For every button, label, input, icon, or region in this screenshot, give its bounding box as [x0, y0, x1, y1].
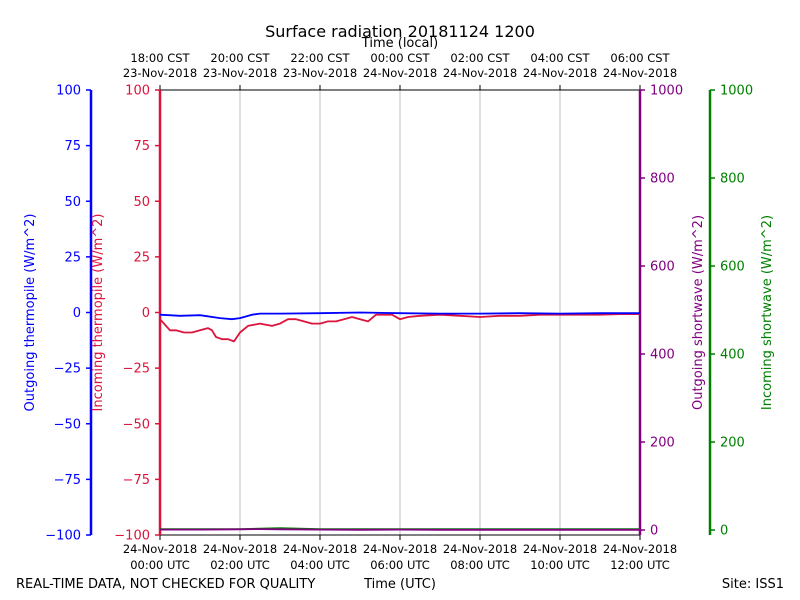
x-tick-label-utc-date: 24-Nov-2018: [203, 542, 277, 556]
outgoing-thermopile-tick-label: −50: [54, 417, 81, 432]
incoming-shortwave-axis-label: Incoming shortwave (W/m^2): [760, 215, 775, 410]
x-tick-label-local-time: 00:00 CST: [370, 51, 430, 65]
x-tick-label-utc-date: 24-Nov-2018: [283, 542, 357, 556]
incoming-thermopile-tick-label: 75: [133, 139, 150, 154]
outgoing-shortwave-tick-label: 600: [650, 260, 675, 275]
incoming-thermopile-tick-label: 0: [142, 306, 150, 321]
x-tick-label-local-time: 02:00 CST: [450, 51, 510, 65]
x-tick-label-utc-date: 24-Nov-2018: [603, 542, 677, 556]
x-tick-label-local-time: 22:00 CST: [290, 51, 350, 65]
incoming-shortwave-tick-label: 1000: [720, 84, 753, 99]
x-tick-label-utc-time: 10:00 UTC: [530, 558, 590, 572]
outgoing-thermopile-tick-label: 50: [64, 195, 81, 210]
outgoing-thermopile-axis-label: Outgoing thermopile (W/m^2): [23, 214, 38, 412]
incoming-thermopile-tick-label: −50: [123, 417, 150, 432]
x-tick-label-local-date: 24-Nov-2018: [363, 66, 437, 80]
footer-site-label: Site: ISS1: [722, 577, 784, 592]
outgoing-thermopile-tick-label: −25: [54, 362, 81, 377]
x-tick-label-local-time: 04:00 CST: [530, 51, 590, 65]
incoming-shortwave-tick-label: 600: [720, 260, 745, 275]
incoming-shortwave-tick-label: 400: [720, 348, 745, 363]
x-tick-label-utc-time: 08:00 UTC: [450, 558, 510, 572]
outgoing-shortwave-tick-label: 400: [650, 348, 675, 363]
x-tick-label-utc-date: 24-Nov-2018: [123, 542, 197, 556]
bottom-axis-label: Time (UTC): [363, 577, 436, 592]
x-tick-label-utc-time: 04:00 UTC: [290, 558, 350, 572]
outgoing-shortwave-tick-label: 800: [650, 172, 675, 187]
incoming-shortwave-tick-label: 800: [720, 172, 745, 187]
x-tick-label-utc-date: 24-Nov-2018: [523, 542, 597, 556]
chart-title: Surface radiation 20181124 1200: [265, 22, 535, 41]
outgoing-thermopile-tick-label: 100: [56, 84, 81, 99]
outgoing-shortwave-series-line: [160, 528, 640, 531]
incoming-thermopile-tick-label: 100: [125, 84, 150, 99]
incoming-thermopile-tick-label: 25: [133, 250, 150, 265]
x-tick-label-local-time: 18:00 CST: [130, 51, 190, 65]
top-axis-label: Time (local): [361, 36, 438, 51]
x-tick-label-local-date: 24-Nov-2018: [603, 66, 677, 80]
outgoing-shortwave-axis-label: Outgoing shortwave (W/m^2): [691, 215, 706, 410]
x-tick-label-utc-time: 06:00 UTC: [370, 558, 430, 572]
x-tick-label-utc-time: 02:00 UTC: [210, 558, 270, 572]
outgoing-shortwave-tick-label: 200: [650, 436, 675, 451]
x-tick-label-local-date: 24-Nov-2018: [523, 66, 597, 80]
incoming-shortwave-tick-label: 200: [720, 436, 745, 451]
incoming-shortwave-tick-label: 0: [720, 524, 728, 539]
x-tick-label-utc-time: 00:00 UTC: [130, 558, 190, 572]
outgoing-thermopile-tick-label: −75: [54, 473, 81, 488]
x-tick-label-utc-date: 24-Nov-2018: [443, 542, 517, 556]
x-tick-label-utc-date: 24-Nov-2018: [363, 542, 437, 556]
outgoing-thermopile-tick-label: 0: [73, 306, 81, 321]
outgoing-thermopile-series-line: [159, 311, 640, 321]
x-tick-label-local-time: 20:00 CST: [210, 51, 270, 65]
incoming-thermopile-axis-label: Incoming thermopile (W/m^2): [91, 214, 106, 412]
x-tick-label-local-time: 06:00 CST: [610, 51, 670, 65]
outgoing-thermopile-tick-label: −100: [45, 529, 81, 544]
footer-quality-note: REAL-TIME DATA, NOT CHECKED FOR QUALITY: [16, 577, 315, 592]
incoming-thermopile-tick-label: −100: [114, 529, 150, 544]
outgoing-thermopile-tick-label: 25: [64, 250, 81, 265]
x-tick-label-local-date: 24-Nov-2018: [443, 66, 517, 80]
x-tick-label-local-date: 23-Nov-2018: [203, 66, 277, 80]
outgoing-shortwave-tick-label: 1000: [650, 84, 683, 99]
incoming-thermopile-tick-label: −25: [123, 362, 150, 377]
x-tick-label-utc-time: 12:00 UTC: [610, 558, 670, 572]
incoming-thermopile-tick-label: −75: [123, 473, 150, 488]
outgoing-thermopile-tick-label: 75: [64, 139, 81, 154]
x-tick-label-local-date: 23-Nov-2018: [283, 66, 357, 80]
x-tick-label-local-date: 23-Nov-2018: [123, 66, 197, 80]
incoming-thermopile-series-line: [159, 313, 640, 343]
outgoing-shortwave-tick-label: 0: [650, 524, 658, 539]
incoming-thermopile-tick-label: 50: [133, 195, 150, 210]
